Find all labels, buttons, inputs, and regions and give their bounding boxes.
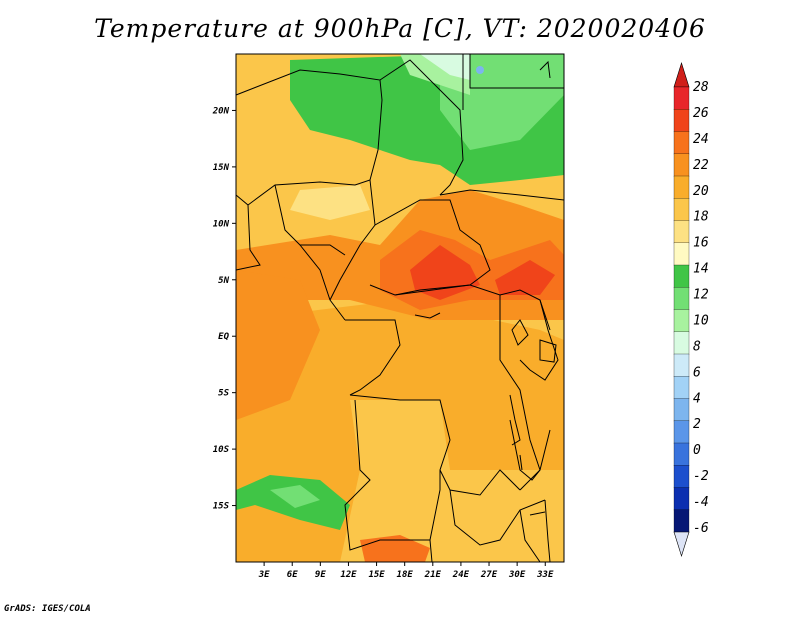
map-frame bbox=[235, 53, 565, 563]
colorbar-swatch bbox=[673, 242, 690, 266]
colorbar-swatch bbox=[673, 331, 690, 355]
colorbar-label: 28 bbox=[693, 80, 709, 95]
colorbar-label: 6 bbox=[693, 365, 701, 380]
colorbar-swatch bbox=[673, 353, 690, 377]
colorbar-label: 4 bbox=[693, 391, 701, 406]
lon-tick-label: 24E bbox=[452, 570, 470, 580]
colorbar-swatch bbox=[673, 175, 690, 199]
colorbar-label: 2 bbox=[693, 417, 701, 432]
lat-tick-label: 5S bbox=[218, 389, 229, 399]
colorbar-swatch bbox=[673, 220, 690, 244]
lon-tick-label: 30E bbox=[508, 570, 526, 580]
colorbar-label: 18 bbox=[693, 210, 709, 225]
temperature-field-map bbox=[236, 54, 564, 562]
colorbar-label: 20 bbox=[693, 184, 709, 199]
colorbar-label: 24 bbox=[693, 132, 709, 147]
lon-tick-label: 15E bbox=[368, 570, 385, 580]
colorbar-label: 12 bbox=[693, 288, 709, 303]
colorbar-label: 14 bbox=[693, 262, 709, 277]
colorbar-label: 26 bbox=[693, 106, 709, 121]
lon-tick-label: 9E bbox=[315, 570, 326, 580]
colorbar-swatch bbox=[673, 309, 690, 333]
colorbar-label: 16 bbox=[693, 236, 709, 251]
colorbar-swatch bbox=[673, 420, 690, 444]
colorbar-swatch bbox=[673, 264, 690, 288]
longitude-axis: 3E 6E 9E 12E 15E 18E 21E 24E 27E 30E 33E bbox=[258, 562, 554, 580]
colorbar-swatch bbox=[673, 509, 690, 533]
lat-tick-label: 10N bbox=[213, 219, 230, 229]
colorbar-swatch bbox=[673, 198, 690, 222]
country-borders bbox=[235, 54, 565, 563]
colorbar-swatch bbox=[673, 131, 690, 155]
colorbar-swatch bbox=[673, 86, 690, 110]
colorbar-swatch bbox=[673, 398, 690, 422]
lat-tick-label: 15S bbox=[213, 502, 230, 512]
credit-text: GrADS: IGES/COLA bbox=[4, 604, 91, 614]
colorbar-label: -6 bbox=[693, 521, 709, 536]
lat-tick-label: 5N bbox=[218, 276, 229, 286]
colorbar-swatch bbox=[673, 442, 690, 466]
lon-tick-label: 33E bbox=[536, 570, 554, 580]
lakes bbox=[414, 60, 557, 516]
lat-tick-label: EQ bbox=[218, 332, 229, 342]
colorbar-swatch bbox=[673, 487, 690, 511]
colorbar-swatch bbox=[673, 287, 690, 311]
colorbar-label: -4 bbox=[693, 495, 709, 510]
colorbar-label: 0 bbox=[693, 443, 701, 458]
colorbar-label: 8 bbox=[693, 339, 701, 354]
lon-tick-label: 6E bbox=[287, 570, 298, 580]
lon-tick-label: 12E bbox=[340, 570, 357, 580]
colorbar-label: 22 bbox=[693, 158, 709, 173]
colorbar-top-arrow bbox=[673, 61, 690, 88]
colorbar-swatch bbox=[673, 153, 690, 177]
colorbar-swatch bbox=[673, 376, 690, 400]
latitude-axis: 20N 15N 10N 5N EQ 5S 10S 15S bbox=[212, 106, 236, 512]
lon-tick-label: 21E bbox=[424, 570, 442, 580]
colorbar-swatch bbox=[673, 465, 690, 489]
map-title: Temperature at 900hPa [C], VT: 202002040… bbox=[94, 14, 706, 43]
colorbar-label: -2 bbox=[693, 469, 709, 484]
colorbar-label: 10 bbox=[693, 313, 709, 328]
lat-tick-label: 20N bbox=[212, 106, 230, 116]
lat-tick-label: 15N bbox=[213, 163, 230, 173]
lon-tick-label: 27E bbox=[480, 570, 498, 580]
lon-tick-label: 3E bbox=[258, 570, 270, 580]
lon-tick-label: 18E bbox=[397, 570, 414, 580]
lat-tick-label: 10S bbox=[213, 445, 230, 455]
colorbar-bottom-arrow bbox=[673, 531, 690, 558]
colorbar-swatch bbox=[673, 109, 690, 133]
